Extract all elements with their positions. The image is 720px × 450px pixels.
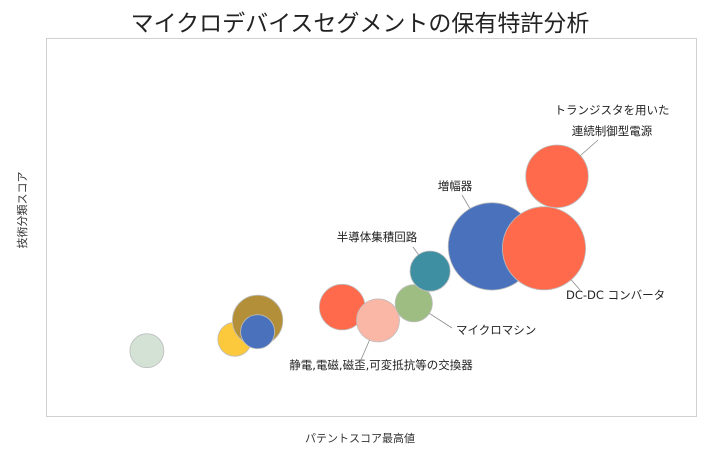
bubble-5 bbox=[356, 298, 400, 343]
annotation-label-2: 増幅器 bbox=[438, 179, 473, 193]
bubble-6 bbox=[394, 284, 433, 323]
leader-line-1 bbox=[580, 139, 599, 156]
bubble-9 bbox=[501, 206, 586, 291]
annotation-label-6: 静電,電磁,磁歪,可変抵抗等の交換器 bbox=[289, 358, 473, 372]
bubble-10 bbox=[525, 144, 589, 208]
bubble-7 bbox=[409, 250, 451, 292]
bubble-3 bbox=[240, 314, 276, 350]
leader-line-6 bbox=[359, 339, 370, 363]
leader-line-2 bbox=[461, 194, 471, 209]
annotation-label-0: トランジスタを用いた bbox=[555, 103, 670, 117]
leader-line-4 bbox=[570, 279, 581, 291]
plot-area bbox=[46, 38, 697, 417]
leader-line-5 bbox=[429, 313, 453, 329]
x-axis-label: パテントスコア最高値 bbox=[305, 432, 415, 445]
bubble-0 bbox=[129, 333, 165, 369]
annotation-label-3: 半導体集積回路 bbox=[337, 230, 418, 244]
annotation-label-1: 連続制御型電源 bbox=[572, 124, 653, 138]
annotation-label-4: DC-DC コンバータ bbox=[566, 288, 665, 302]
annotation-label-5: マイクロマシン bbox=[456, 323, 536, 337]
chart-title: マイクロデバイスセグメントの保有特許分析 bbox=[130, 11, 590, 37]
leader-line-3 bbox=[412, 246, 419, 255]
